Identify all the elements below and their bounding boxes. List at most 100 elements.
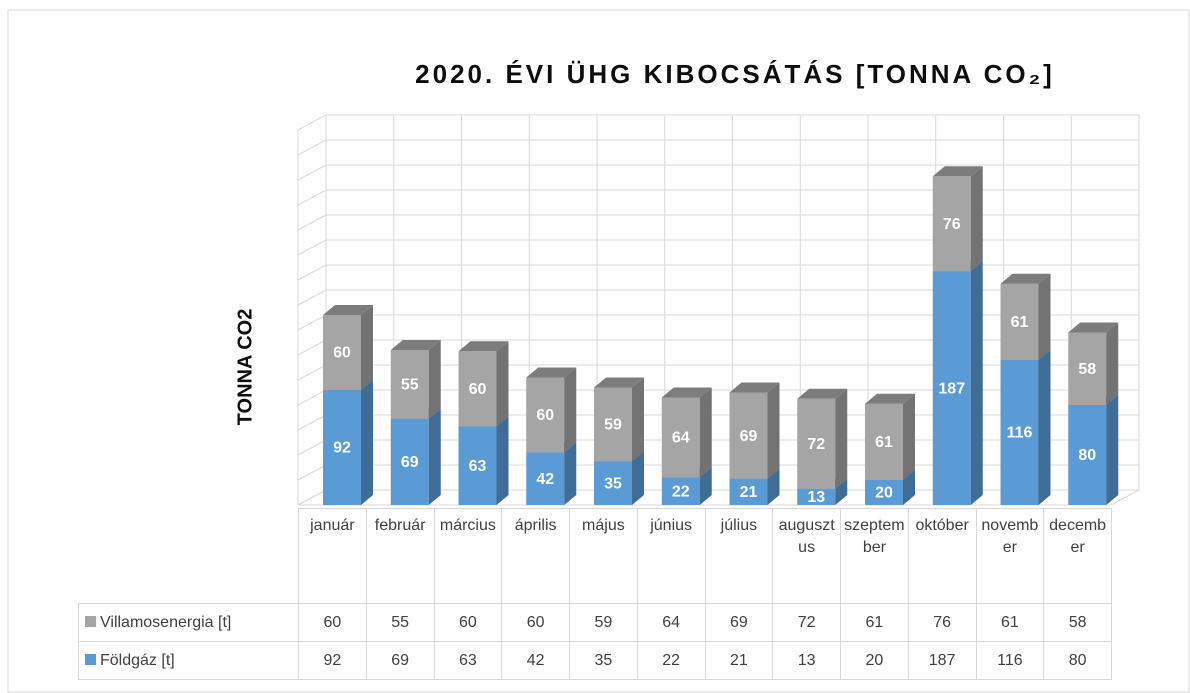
bar-side (699, 467, 712, 505)
side-grid-line (297, 389, 327, 406)
data-label: 59 (604, 417, 622, 434)
bar-side (1106, 322, 1119, 405)
data-label: 55 (401, 377, 419, 394)
data-label: 60 (469, 381, 487, 398)
table-value: 92 (298, 641, 367, 680)
data-label: 92 (333, 440, 351, 457)
legend-label: Villamosenergia [t] (100, 613, 232, 631)
data-label: 20 (875, 485, 893, 502)
bar-side (496, 416, 509, 505)
data-label: 72 (807, 436, 825, 453)
bar-side (564, 367, 577, 453)
data-label: 60 (536, 407, 554, 424)
table-value: 42 (501, 641, 570, 680)
data-label: 13 (807, 489, 825, 506)
bar-side (835, 388, 848, 489)
x-tick-label: február (365, 508, 435, 604)
x-tick-label: március (433, 508, 503, 604)
x-tick-label: június (636, 508, 706, 604)
bar-front (1068, 332, 1107, 405)
x-tick-label: november (975, 508, 1045, 604)
bar-side (632, 377, 644, 462)
bar-front (865, 480, 903, 505)
bar-side (361, 380, 373, 505)
chart-border (7, 9, 1190, 693)
data-label: 80 (1078, 447, 1096, 464)
data-table: január február március április május június jú… (78, 508, 1112, 680)
table-value: 35 (569, 641, 638, 680)
side-grid-line (297, 264, 327, 281)
bar-front (594, 387, 632, 462)
side-grid-line (297, 464, 327, 481)
bar-side (428, 408, 441, 505)
bar-top (390, 340, 441, 350)
side-grid-line (297, 439, 327, 456)
side-grid-line (297, 114, 327, 131)
x-tick-label: április (501, 508, 570, 604)
table-value: 60 (298, 603, 367, 642)
data-label: 69 (401, 454, 419, 471)
bar-side (564, 442, 577, 505)
side-grid-line (297, 189, 327, 206)
data-label: 116 (1007, 425, 1033, 442)
data-label: 22 (672, 483, 690, 500)
table-value: 72 (772, 603, 841, 642)
bar-front (323, 390, 361, 505)
bar-front (797, 398, 836, 489)
series-row: Villamosenergia [t] 60 55 60 60 59 64 69 72 61 76 6… (78, 603, 1112, 642)
table-value: 60 (433, 603, 503, 642)
table-value: 22 (636, 641, 706, 680)
table-value: 58 (1043, 603, 1112, 642)
bar-front (1068, 405, 1107, 505)
table-value: 60 (501, 603, 570, 642)
table-value: 59 (569, 603, 638, 642)
bar-side (903, 470, 915, 505)
table-value: 69 (704, 603, 774, 642)
side-grid-line (297, 314, 327, 331)
bar-front (1000, 283, 1039, 360)
bar-top (594, 377, 644, 388)
x-tick-label: július (704, 508, 774, 604)
side-grid-line (297, 239, 327, 256)
bar-top (323, 305, 373, 315)
bar-side (767, 382, 780, 479)
bar-side (361, 305, 373, 390)
table-value: 64 (636, 603, 706, 642)
x-tick-label: október (907, 508, 977, 604)
side-grid-line (297, 289, 327, 306)
legend-swatch (85, 653, 96, 665)
x-tick-label: szeptember (840, 508, 909, 604)
bar-side (496, 341, 509, 427)
chart-title: 2020. ÉVI ÜHG KIBOCSÁTÁS [TONNA CO₂] (415, 59, 1055, 89)
bar-side (767, 468, 780, 505)
side-grid-line (297, 164, 327, 181)
x-tick-label: január (298, 508, 367, 604)
bar-top (797, 388, 848, 399)
side-grid-line (297, 364, 327, 381)
table-value: 21 (704, 641, 774, 680)
table-value: 76 (907, 603, 977, 642)
table-value: 20 (840, 641, 909, 680)
side-grid-line (297, 139, 327, 156)
table-value: 116 (975, 641, 1045, 680)
bar-top (865, 393, 915, 404)
bar-side (1038, 273, 1051, 360)
table-value: 80 (1043, 641, 1112, 680)
bar-front (661, 477, 700, 505)
category-row: január február március április május június jú… (78, 508, 1112, 604)
blank-cell (78, 508, 299, 604)
bar-front (458, 351, 497, 427)
bar-side (903, 393, 915, 480)
bar-front (526, 452, 565, 505)
bar-side (970, 261, 983, 505)
bar-top (661, 387, 712, 398)
bar-top (526, 367, 577, 378)
table-value: 187 (907, 641, 977, 680)
bar-front (594, 461, 632, 505)
data-label: 187 (938, 380, 965, 397)
legend-swatch (85, 615, 96, 627)
data-label: 69 (740, 428, 758, 445)
side-grid-line (297, 414, 327, 431)
data-label: 60 (333, 345, 351, 362)
